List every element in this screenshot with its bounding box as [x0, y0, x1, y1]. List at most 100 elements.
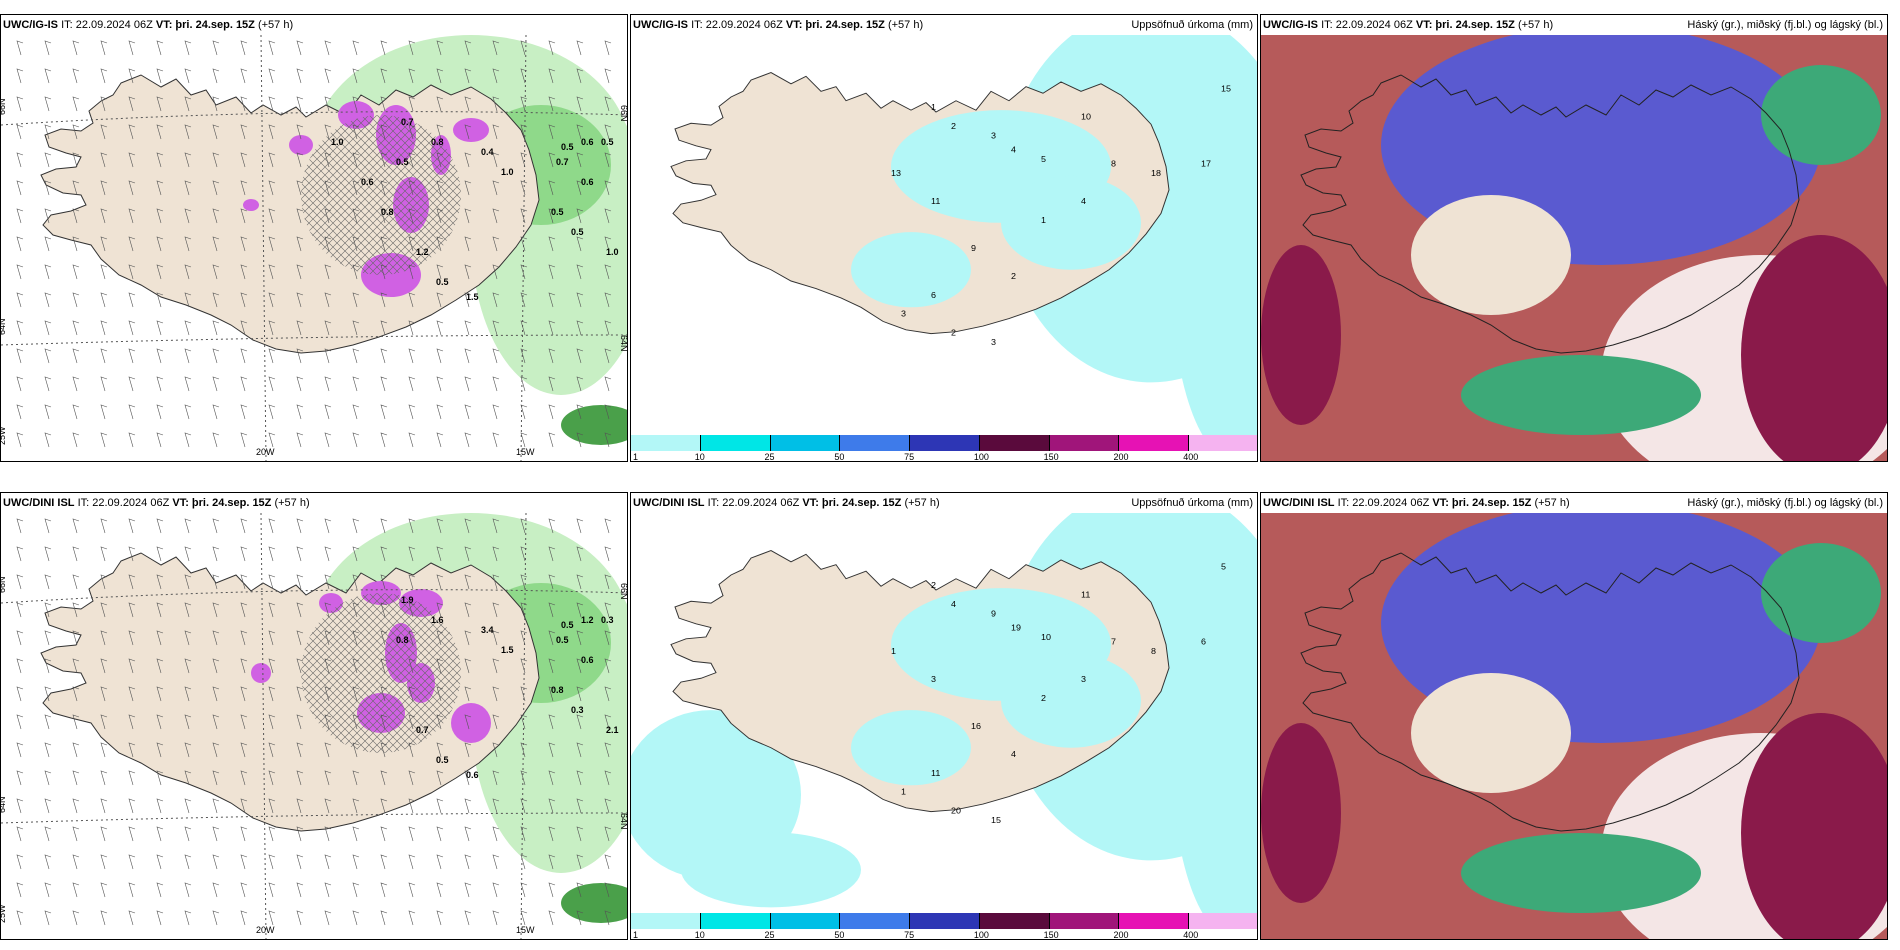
wind-barb: [520, 264, 528, 280]
wind-barb: [16, 714, 24, 730]
value-label: 2.1: [606, 725, 619, 735]
wind-barb: [296, 742, 304, 758]
wind-barb: [184, 292, 192, 308]
wind-barb: [16, 854, 24, 870]
wind-barb: [324, 574, 332, 590]
wind-barb: [72, 910, 80, 926]
wind-barb: [380, 264, 388, 280]
value-label: 15: [1221, 84, 1231, 94]
wind-barb: [380, 518, 388, 534]
wind-barb: [548, 40, 556, 56]
iceland-outline: [1300, 74, 1800, 354]
wind-barb: [492, 292, 500, 308]
wind-barb: [44, 910, 52, 926]
wind-barb: [128, 826, 136, 842]
colorbar-segment: [700, 435, 771, 451]
wind-barb: [352, 518, 360, 534]
wind-barb: [16, 432, 24, 448]
map-panel-p4: UWC/DINI ISL IT: 22.09.2024 06Z VT: þri.…: [0, 492, 628, 940]
colorbar-segment: [700, 913, 771, 929]
land-exposed: [1411, 195, 1571, 315]
wind-barb: [100, 686, 108, 702]
wind-barb: [464, 348, 472, 364]
wind-barb: [156, 40, 164, 56]
wind-barb: [72, 320, 80, 336]
wind-barb: [16, 208, 24, 224]
value-label: 6: [931, 290, 936, 300]
value-label: 1.0: [331, 137, 344, 147]
wind-barb: [72, 404, 80, 420]
axis-label: 66N: [1, 98, 7, 115]
wind-barb: [492, 320, 500, 336]
wind-barb: [464, 910, 472, 926]
wind-barb: [72, 432, 80, 448]
wind-barb: [156, 404, 164, 420]
map-panel-p1: UWC/IG-IS IT: 22.09.2024 06Z VT: þri. 24…: [0, 14, 628, 462]
wind-barb: [100, 910, 108, 926]
wind-barb: [436, 518, 444, 534]
wind-barb: [492, 882, 500, 898]
wind-barb: [408, 40, 416, 56]
wind-barb: [548, 602, 556, 618]
wind-barb: [604, 546, 612, 562]
wind-barb: [604, 854, 612, 870]
wind-barb: [548, 826, 556, 842]
wind-barb: [296, 882, 304, 898]
wind-barb: [296, 208, 304, 224]
wind-barb: [128, 854, 136, 870]
wind-barb: [156, 208, 164, 224]
valid-time-label: VT:: [1415, 19, 1433, 31]
wind-barb: [604, 630, 612, 646]
wind-barb: [184, 546, 192, 562]
panel-field-title: Háský (gr.), miðský (fj.bl.) og lágský (…: [1687, 497, 1883, 509]
wind-barb: [604, 124, 612, 140]
wind-barb: [408, 882, 416, 898]
wind-barb: [520, 152, 528, 168]
wind-barb: [380, 826, 388, 842]
wind-barb: [128, 152, 136, 168]
wind-barb: [548, 714, 556, 730]
wind-barb: [352, 152, 360, 168]
wind-barb: [240, 854, 248, 870]
wind-barb: [128, 630, 136, 646]
value-label: 0.7: [401, 117, 414, 127]
wind-barb: [324, 910, 332, 926]
value-label: 2: [951, 328, 956, 338]
wind-barb: [16, 798, 24, 814]
wind-barb: [184, 404, 192, 420]
wind-barb: [380, 714, 388, 730]
wind-barb: [520, 40, 528, 56]
wind-barb: [100, 320, 108, 336]
wind-barb: [212, 320, 220, 336]
wind-barb: [436, 404, 444, 420]
wind-barb: [100, 546, 108, 562]
wind-barb: [128, 208, 136, 224]
colorbar-tick: 150: [1043, 930, 1059, 940]
wind-barb: [352, 264, 360, 280]
wind-barb: [436, 152, 444, 168]
wind-barb: [156, 686, 164, 702]
wind-barb: [296, 910, 304, 926]
wind-barb: [464, 742, 472, 758]
wind-barb: [352, 686, 360, 702]
wind-barb: [352, 910, 360, 926]
longitude-line: [520, 513, 527, 939]
wind-barb: [184, 236, 192, 252]
wind-barb: [408, 68, 416, 84]
wind-barb: [352, 348, 360, 364]
wind-barb: [240, 826, 248, 842]
wind-barb: [240, 40, 248, 56]
wind-barb: [324, 404, 332, 420]
wind-barb: [576, 40, 584, 56]
wind-barb: [324, 432, 332, 448]
wind-barb: [436, 574, 444, 590]
wind-barb: [492, 630, 500, 646]
wind-barb: [296, 292, 304, 308]
wind-barb: [128, 404, 136, 420]
wind-barb: [352, 546, 360, 562]
wind-barb: [156, 826, 164, 842]
wind-barb: [44, 546, 52, 562]
wind-barb: [296, 686, 304, 702]
colorbar-segment: [910, 913, 980, 929]
wind-barb: [184, 798, 192, 814]
